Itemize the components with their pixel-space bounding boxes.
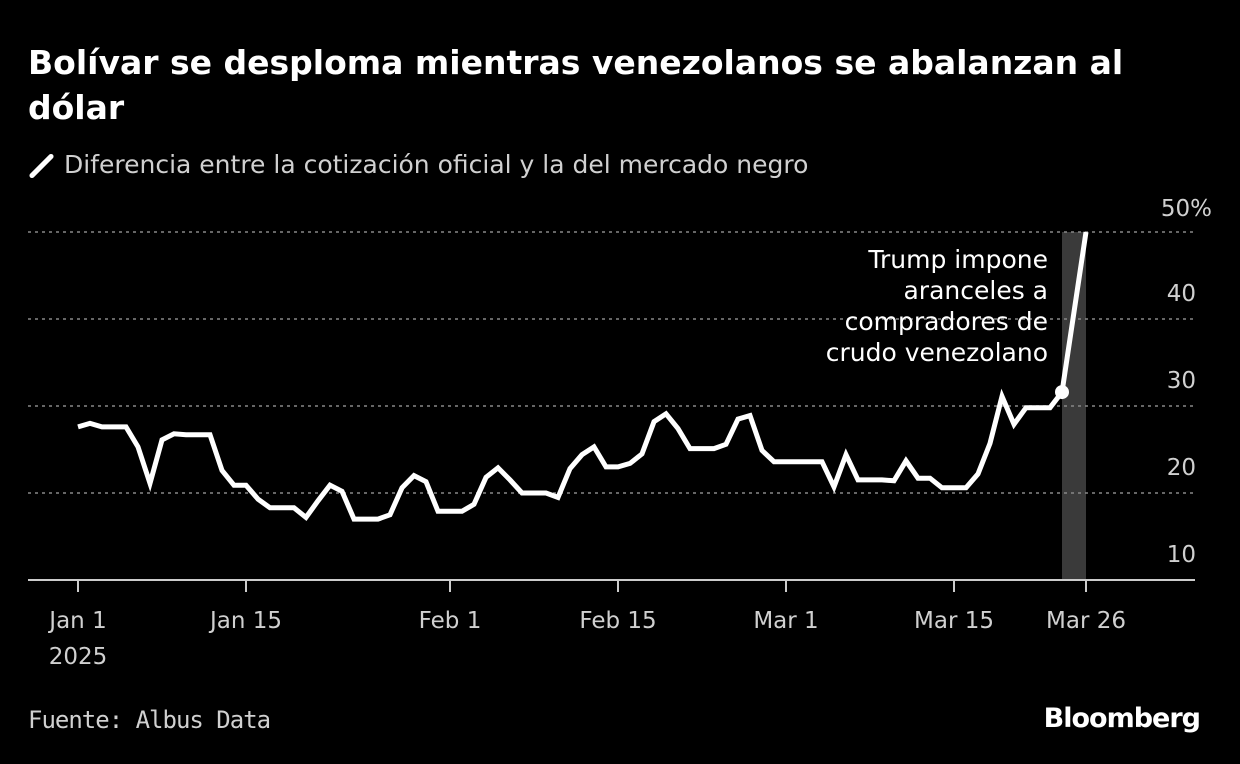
legend-label: Diferencia entre la cotización oficial y…: [64, 150, 809, 179]
x-tick-sublabel: 2025: [49, 644, 108, 670]
series-line: [77, 231, 1089, 522]
y-tick-label: 20: [1167, 455, 1196, 481]
annotation-text: aranceles a: [903, 276, 1048, 305]
annotation-marker: [1055, 385, 1069, 400]
source-note: Fuente: Albus Data: [28, 706, 271, 734]
x-tick-label: Jan 15: [208, 608, 282, 634]
y-tick-label: 40: [1167, 281, 1196, 307]
x-tick-label: Mar 1: [753, 608, 818, 634]
bloomberg-logo: Bloomberg: [1043, 703, 1201, 734]
x-tick-label: Mar 15: [914, 608, 994, 634]
chart-title: Bolívar se desploma mientras venezolanos…: [28, 43, 1124, 127]
y-tick-label: 30: [1167, 368, 1196, 394]
y-tick-label: 50%: [1161, 196, 1212, 222]
x-tick-label: Jan 1: [47, 608, 106, 634]
legend: Diferencia entre la cotización oficial y…: [28, 150, 808, 179]
annotation-text: Trump impone: [867, 245, 1048, 274]
annotation-text: crudo venezolano: [826, 338, 1048, 367]
x-tick-label: Feb 1: [419, 608, 482, 634]
annotation-text: compradores de: [845, 307, 1048, 336]
x-tick-label: Mar 26: [1046, 608, 1126, 634]
x-tick-label: Feb 15: [579, 608, 656, 634]
y-tick-label: 10: [1167, 542, 1196, 568]
